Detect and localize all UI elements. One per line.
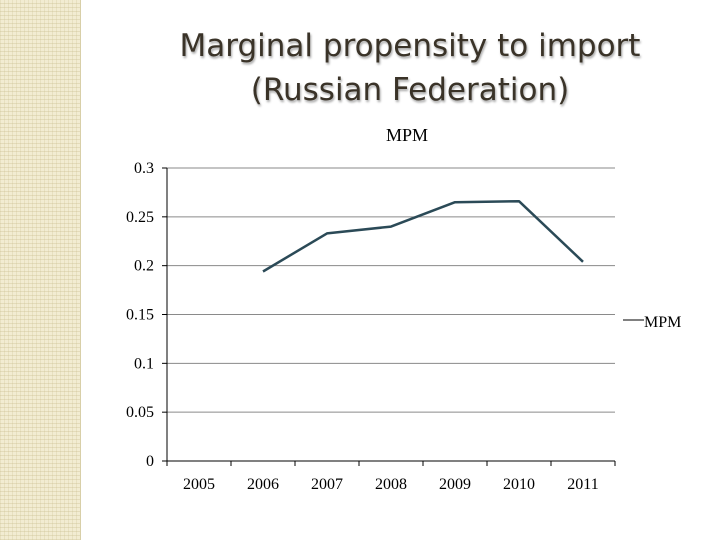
y-tick-label: 0.25 <box>126 209 154 226</box>
gridlines <box>167 167 615 413</box>
x-tick-label: 2008 <box>375 476 407 493</box>
slide-title-line-1: Marginal propensity to import <box>179 28 641 64</box>
series-group <box>262 199 584 273</box>
y-tick-label: 0.1 <box>134 355 154 372</box>
x-tick-label: 2011 <box>567 476 598 493</box>
x-tick-label: 2010 <box>503 476 535 493</box>
y-tick-labels: 0 0.05 0.1 0.15 0.2 0.25 0.3 <box>126 160 154 470</box>
series-line-mpm <box>262 199 584 273</box>
decorative-side-band <box>0 0 80 540</box>
slide-title: Marginal propensity to import (Russian F… <box>100 24 720 112</box>
x-tick-label: 2005 <box>183 476 215 493</box>
x-tick-label: 2009 <box>439 476 471 493</box>
axes <box>162 167 616 466</box>
x-tick-label: 2007 <box>311 476 343 493</box>
legend: MPM <box>623 314 681 331</box>
y-tick-label: 0.3 <box>134 160 154 177</box>
x-tick-label: 2006 <box>247 476 279 493</box>
y-tick-label: 0.2 <box>134 258 154 275</box>
y-tick-label: 0.05 <box>126 404 154 421</box>
slide-title-line-2: (Russian Federation) <box>250 72 570 108</box>
x-tick-labels: 2005 2006 2007 2008 2009 2010 2011 <box>183 476 599 493</box>
y-tick-label: 0.15 <box>126 307 154 324</box>
chart-title: MPM <box>386 125 428 145</box>
side-band-border <box>80 0 81 540</box>
y-tick-label: 0 <box>146 453 154 470</box>
legend-label-mpm: MPM <box>644 314 681 331</box>
